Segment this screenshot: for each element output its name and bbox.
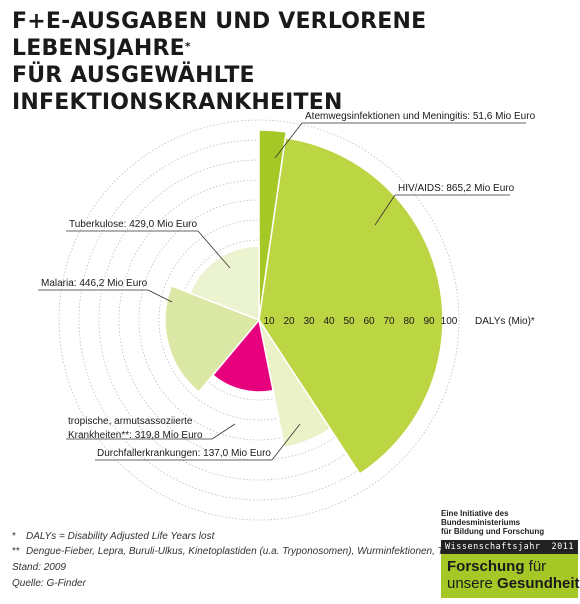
sector-label-4-line-1: Malaria: 446,2 Mio Euro [41,278,148,289]
leader-line-2 [374,194,396,226]
tick-label-80: 80 [403,316,415,327]
sector-label-6-line-1: Durchfallerkrankungen: 137,0 Mio Euro [97,448,271,459]
chart-title: F+E-AUSGABEN UND VERLORENE LEBENSJAHRE* … [12,8,572,116]
tick-label-10: 10 [263,316,275,327]
leader-line-1 [274,122,303,159]
sector-6 [189,245,260,322]
leader-line-5 [211,423,236,440]
tick-label-90: 90 [423,316,435,327]
sector-label-5-line-1: tropische, armutsassoziierte [68,416,193,427]
tick-label-30: 30 [303,316,315,327]
footnote-tropical: ** Dengue-Fieber, Lepra, Buruli-Ulkus, Ki… [12,546,477,557]
sector-5 [164,284,261,394]
footnote-stand: Stand: 2009 [12,562,66,573]
label-leader-lines [38,122,526,461]
sector-label-3-line-1: Tuberkulose: 429,0 Mio Euro [69,219,197,230]
tick-label-20: 20 [283,316,295,327]
title-footnote-mark: * [184,40,191,53]
tick-label-70: 70 [383,316,395,327]
leader-line-4 [147,289,173,303]
tick-label-100: 100 [441,316,458,327]
logo-initiative-text: Eine Initiative des Bundesministeriums f… [441,509,545,536]
leader-line-3 [197,230,231,269]
title-line-1: F+E-AUSGABEN UND VERLORENE LEBENSJAHRE [12,9,427,61]
sector-label-5-line-2: Krankheiten**: 319,8 Mio Euro [68,430,203,441]
footnote-dalys: * DALYs = Disability Adjusted Life Years … [12,531,215,542]
sector-label-1-line-1: Atemwegsinfektionen und Meningitis: 51,6… [305,111,536,122]
grid-circle-100 [58,119,460,521]
radial-axis-label: DALYs (Mio)* [475,316,535,327]
radial-tick-labels: 10 20 30 40 50 60 70 80 90 100 DALYs (Mio)* [263,316,534,327]
wissenschaftsjahr-logo: Eine Initiative des Bundesministeriums f… [441,509,580,598]
title-line-2: FÜR AUSGEWÄHLTE INFEKTIONSKRANKHEITEN [12,63,343,115]
logo-year-bar: Wissenschaftsjahr 2011 [441,540,578,554]
sector-4 [211,318,274,393]
sector-3 [258,319,332,449]
sector-label-2-line-1: HIV/AIDS: 865,2 Mio Euro [398,183,515,194]
tick-label-40: 40 [323,316,335,327]
footnote-source: Quelle: G-Finder [12,578,86,589]
tick-label-60: 60 [363,316,375,327]
logo-slogan-box: Forschung für unsere Gesundheit [441,554,580,598]
chart-sectors [164,129,444,475]
tick-label-50: 50 [343,316,355,327]
sector-labels: Atemwegsinfektionen und Meningitis: 51,6… [41,111,536,459]
leader-line-6 [271,423,301,461]
